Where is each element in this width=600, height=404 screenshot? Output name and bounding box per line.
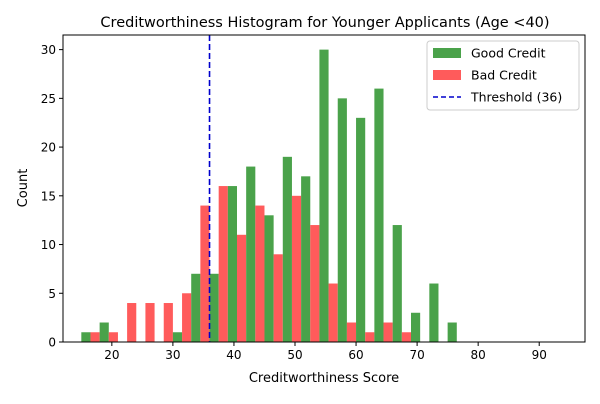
bar-good-credit-bin-48 — [282, 156, 292, 342]
y-tick-label-5: 5 — [48, 287, 56, 301]
bar-bad-credit-bin-30 — [182, 293, 192, 342]
y-tick-label-25: 25 — [41, 92, 56, 106]
bar-good-credit-bin-66 — [392, 225, 402, 342]
bar-good-credit-bin-18 — [99, 322, 109, 342]
legend-swatch-good-credit — [433, 48, 461, 58]
x-axis-label: Creditworthiness Score — [249, 371, 399, 386]
bar-good-credit-bin-54 — [319, 49, 329, 343]
bar-good-credit-bin-42 — [246, 166, 256, 342]
bar-bad-credit-bin-39 — [237, 234, 247, 342]
bar-good-credit-bin-39 — [227, 186, 237, 342]
bar-bad-credit-bin-45 — [273, 254, 283, 342]
y-tick-label-30: 30 — [41, 43, 56, 57]
y-tick-label-10: 10 — [41, 238, 56, 252]
bar-good-credit-bin-69 — [411, 312, 421, 342]
bar-bad-credit-bin-27 — [163, 303, 173, 342]
bar-good-credit-bin-57 — [337, 98, 347, 342]
bar-bad-credit-bin-63 — [383, 322, 393, 342]
x-tick-label-40: 40 — [226, 348, 241, 362]
x-tick-label-80: 80 — [471, 348, 486, 362]
bar-bad-credit-bin-60 — [365, 332, 375, 342]
bar-good-credit-bin-63 — [374, 88, 384, 342]
legend-label-threshold: Threshold (36) — [470, 90, 562, 105]
legend-label-good-credit: Good Credit — [471, 46, 546, 61]
bar-good-credit-bin-75 — [447, 322, 457, 342]
bar-bad-credit-bin-18 — [108, 332, 118, 342]
legend-label-bad-credit: Bad Credit — [471, 68, 537, 83]
x-tick-label-20: 20 — [104, 348, 119, 362]
bar-bad-credit-bin-48 — [291, 195, 302, 342]
bar-bad-credit-bin-33 — [200, 205, 210, 342]
x-tick-label-30: 30 — [165, 348, 180, 362]
bar-bad-credit-bin-15 — [90, 332, 100, 342]
bar-good-credit-bin-15 — [81, 332, 91, 342]
y-tick-label-20: 20 — [41, 141, 56, 155]
legend: Good Credit Bad Credit Threshold (36) — [426, 40, 580, 111]
bar-bad-credit-bin-54 — [328, 283, 338, 342]
legend-swatch-bad-credit — [433, 70, 461, 80]
x-tick-label-50: 50 — [287, 348, 302, 362]
bar-bad-credit-bin-24 — [145, 303, 155, 342]
bar-bad-credit-bin-21 — [127, 303, 137, 342]
bar-bad-credit-bin-57 — [346, 322, 357, 342]
bars-layer — [81, 49, 457, 343]
y-axis: 0 5 10 15 20 25 30 — [41, 43, 63, 350]
bar-bad-credit-bin-36 — [218, 186, 228, 342]
y-tick-label-0: 0 — [48, 336, 56, 350]
x-tick-label-90: 90 — [532, 348, 547, 362]
chart-title: Creditworthiness Histogram for Younger A… — [100, 15, 549, 31]
bar-good-credit-bin-36 — [209, 273, 219, 342]
x-tick-label-60: 60 — [348, 348, 363, 362]
bar-bad-credit-bin-51 — [310, 225, 320, 342]
legend-box — [426, 40, 580, 111]
bar-good-credit-bin-33 — [191, 273, 201, 342]
y-tick-label-15: 15 — [41, 189, 56, 203]
x-axis: 20 30 40 50 60 70 80 90 — [104, 342, 547, 362]
bar-good-credit-bin-60 — [356, 117, 366, 342]
bar-bad-credit-bin-66 — [401, 332, 411, 342]
y-axis-label: Count — [16, 169, 31, 208]
bar-good-credit-bin-51 — [301, 176, 311, 342]
bar-good-credit-bin-30 — [172, 332, 183, 342]
bar-good-credit-bin-72 — [429, 283, 439, 342]
plot-frame — [62, 34, 586, 343]
x-tick-label-70: 70 — [409, 348, 424, 362]
bar-bad-credit-bin-42 — [255, 205, 265, 342]
bar-good-credit-bin-45 — [264, 215, 274, 342]
